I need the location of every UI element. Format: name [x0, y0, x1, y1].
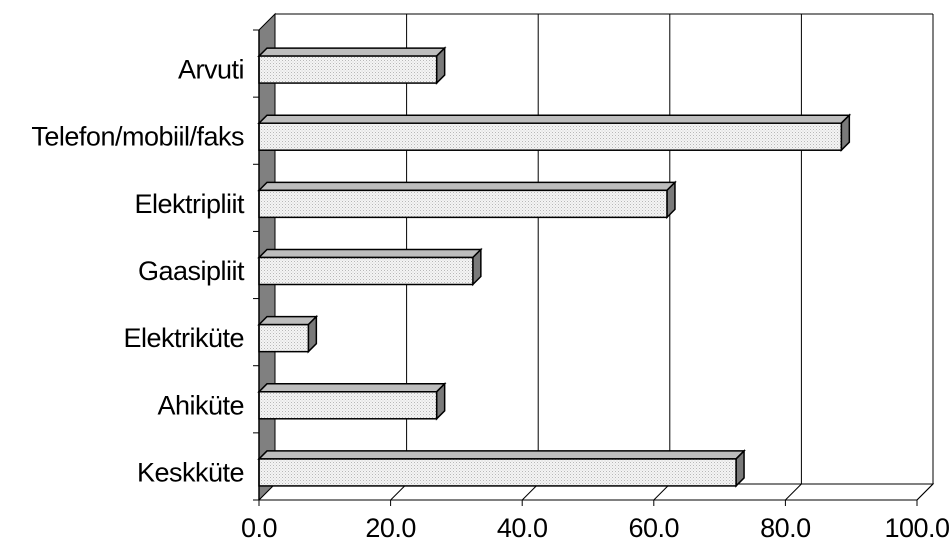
category-label: Gaasipliit: [138, 256, 245, 286]
bar-top-face: [257, 114, 852, 124]
x-tick-label: 100.0: [884, 513, 949, 543]
category-label: Elektripliit: [134, 189, 245, 219]
bar: [257, 113, 852, 153]
bar: [257, 46, 447, 85]
bar-front-face: [258, 122, 843, 151]
bar-front-face: [258, 55, 438, 84]
bar-front-face: [258, 323, 310, 353]
x-tick-labels: 0.0 20.0 40.0 60.0 80.0 100.0: [241, 513, 950, 543]
bar: [257, 314, 319, 354]
bar: [257, 381, 447, 421]
floor-gridline: [916, 483, 934, 501]
x-tick-label: 60.0: [629, 513, 680, 543]
bar-top-face: [257, 181, 677, 192]
x-tick-label: 80.0: [760, 513, 811, 543]
bar-top-face: [257, 450, 746, 460]
bar: [257, 247, 483, 287]
category-label: Elektriküte: [123, 323, 244, 353]
bar-front-face: [258, 391, 438, 420]
category-labels: Arvuti Telefon/mobiil/faks Elektripliit Gaa…: [31, 55, 245, 488]
bar-front-face: [258, 256, 474, 286]
category-label: Keskküte: [137, 457, 244, 487]
x-tick-label: 40.0: [497, 513, 548, 543]
category-label: Arvuti: [178, 55, 244, 85]
category-label: Telefon/mobiil/faks: [31, 122, 244, 152]
bar: [257, 449, 746, 488]
bar-top-face: [257, 47, 447, 57]
floor-gridline: [785, 483, 802, 501]
x-tick-label: 0.0: [241, 513, 277, 543]
bar: [257, 180, 677, 220]
bar-top-face: [257, 315, 319, 326]
bar-top-face: [257, 248, 483, 259]
x-tick-label: 20.0: [365, 513, 416, 543]
bar-top-face: [257, 383, 447, 393]
bar-front-face: [258, 189, 668, 219]
category-label: Ahiküte: [157, 390, 244, 420]
bar-front-face: [258, 458, 737, 487]
bars: [257, 30, 852, 500]
